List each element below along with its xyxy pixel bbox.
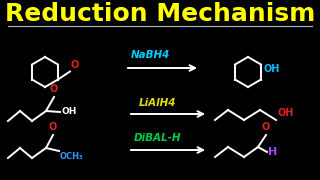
Text: O: O	[50, 84, 58, 94]
Text: H: H	[268, 147, 277, 157]
Text: NaBH4: NaBH4	[130, 50, 170, 60]
Text: OH: OH	[278, 108, 294, 118]
Text: OH: OH	[61, 107, 76, 116]
Text: LiAlH4: LiAlH4	[139, 98, 177, 108]
Text: Reduction Mechanism: Reduction Mechanism	[5, 2, 315, 26]
Text: OCH₃: OCH₃	[60, 152, 84, 161]
Text: O: O	[262, 122, 270, 132]
Text: OH: OH	[264, 64, 280, 75]
Text: O: O	[49, 122, 57, 132]
Text: O: O	[71, 60, 79, 71]
Text: DiBAL-H: DiBAL-H	[134, 133, 182, 143]
